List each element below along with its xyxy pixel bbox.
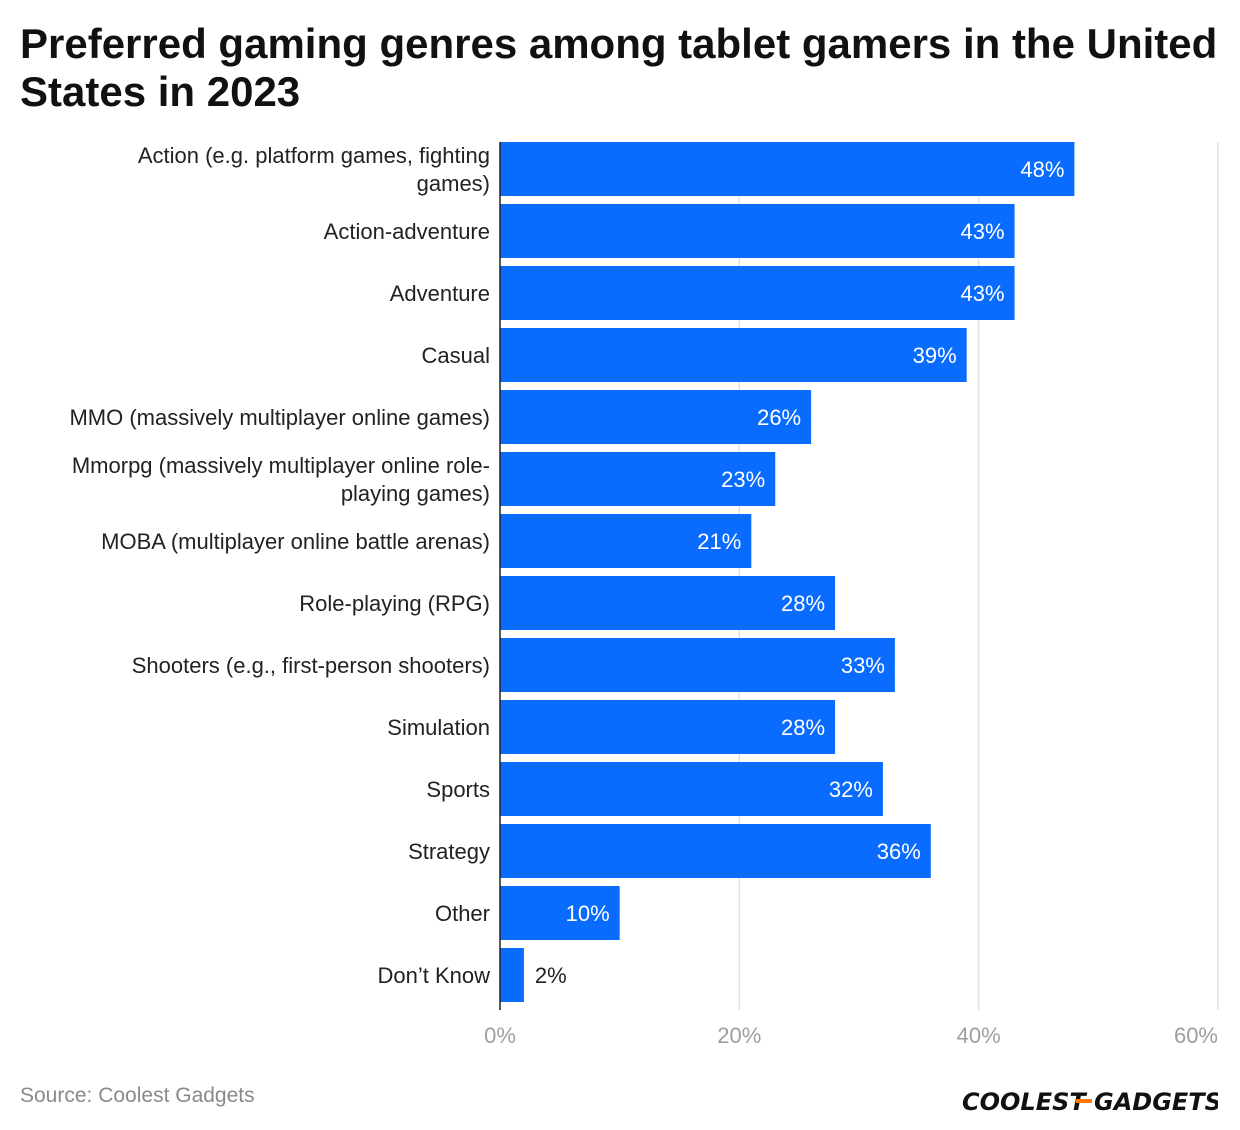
category-label: Action-adventure	[324, 219, 490, 244]
value-labels: 48% 43% 43% 39% 26% 23% 21% 28% 33% 28% 32% 36% 10% 2…	[535, 157, 1064, 988]
category-label: Adventure	[390, 281, 490, 306]
data-label: 23%	[721, 467, 765, 492]
category-label: Role-playing (RPG)	[299, 591, 490, 616]
data-label: 10%	[566, 901, 610, 926]
bar	[500, 948, 524, 1002]
x-tick-label: 40%	[957, 1023, 1001, 1048]
category-label: MMO (massively multiplayer online games)	[69, 405, 490, 430]
bar	[500, 452, 776, 506]
category-label: Strategy	[408, 839, 490, 864]
bar	[500, 700, 836, 754]
data-label: 32%	[829, 777, 873, 802]
data-label: 39%	[913, 343, 957, 368]
data-label: 43%	[961, 281, 1005, 306]
category-label: Sports	[426, 777, 490, 802]
bar	[500, 204, 1015, 258]
bar	[500, 266, 1015, 320]
data-label: 28%	[781, 591, 825, 616]
bars	[500, 142, 1075, 1002]
data-label: 36%	[877, 839, 921, 864]
data-label: 48%	[1020, 157, 1064, 182]
bar	[500, 390, 812, 444]
x-tick-label: 0%	[484, 1023, 516, 1048]
bar	[500, 514, 752, 568]
category-label: playing games)	[341, 481, 490, 506]
category-label: Action (e.g. platform games, fighting	[138, 143, 490, 168]
source-note: Source: Coolest Gadgets	[20, 1084, 255, 1107]
category-label: Mmorpg (massively multiplayer online rol…	[72, 453, 490, 478]
category-label: games)	[417, 171, 490, 196]
x-axis-ticks: 0% 20% 40% 60%	[484, 1023, 1218, 1048]
category-label: Simulation	[387, 715, 490, 740]
bar	[500, 762, 883, 816]
data-label: 28%	[781, 715, 825, 740]
bar	[500, 328, 967, 382]
data-label: 2%	[535, 963, 567, 988]
x-tick-label: 20%	[717, 1023, 761, 1048]
bar	[500, 824, 931, 878]
x-tick-label: 60%	[1174, 1023, 1218, 1048]
category-labels: Action (e.g. platform games, fighting gam…	[69, 143, 490, 988]
svg-text:GADGETS: GADGETS	[1094, 1088, 1218, 1116]
data-label: 43%	[961, 219, 1005, 244]
data-label: 26%	[757, 405, 801, 430]
svg-text:COOLEST: COOLEST	[962, 1088, 1087, 1116]
data-label: 33%	[841, 653, 885, 678]
bar-chart: Action (e.g. platform games, fighting gam…	[69, 142, 1219, 1048]
category-label: MOBA (multiplayer online battle arenas)	[101, 529, 490, 554]
bar	[500, 886, 620, 940]
bar	[500, 576, 836, 630]
category-label: Don’t Know	[377, 963, 490, 988]
bar	[500, 142, 1075, 196]
data-label: 21%	[697, 529, 741, 554]
category-label: Casual	[422, 343, 490, 368]
chart-title: Preferred gaming genres among tablet gam…	[20, 20, 1218, 115]
brand-logo: COOLEST GADGETS	[962, 1088, 1218, 1116]
bar	[500, 638, 895, 692]
category-label: Other	[435, 901, 490, 926]
category-label: Shooters (e.g., first-person shooters)	[132, 653, 490, 678]
